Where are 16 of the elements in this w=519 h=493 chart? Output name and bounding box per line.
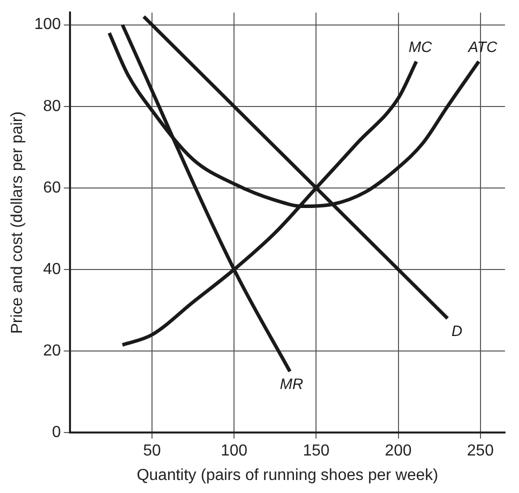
- x-tick-label: 100: [220, 442, 248, 460]
- series-label: D: [452, 323, 463, 340]
- y-axis-title: Price and cost (dollars per pair): [9, 111, 26, 334]
- x-tick-label: 50: [143, 442, 161, 460]
- x-tick-label: 200: [384, 442, 412, 460]
- y-tick-label: 100: [34, 16, 61, 34]
- y-tick-label: 0: [52, 424, 61, 442]
- series-label: MR: [280, 376, 304, 394]
- y-tick-label: 20: [43, 342, 61, 360]
- x-tick-label: 150: [302, 442, 330, 460]
- x-axis-title: Quantity (pairs of running shoes per week): [136, 466, 438, 484]
- y-tick-label: 80: [43, 98, 61, 115]
- y-tick-label: 40: [43, 260, 61, 278]
- x-tick-label: 250: [467, 442, 494, 460]
- y-tick-label: 60: [43, 179, 61, 196]
- series-label: MC: [408, 39, 432, 56]
